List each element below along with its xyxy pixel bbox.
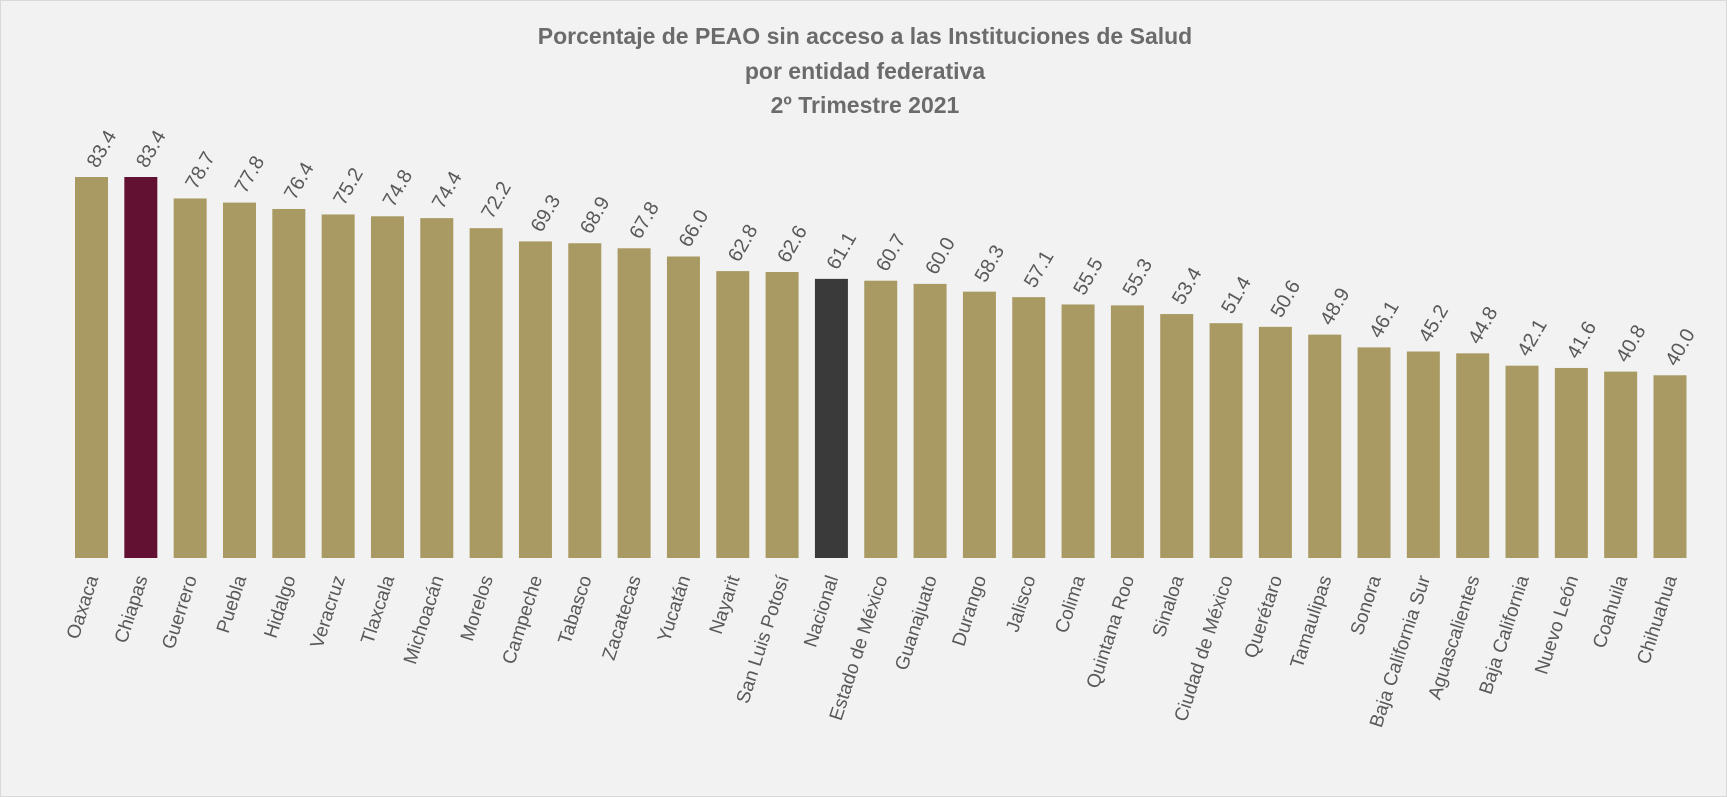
bar	[1209, 323, 1243, 558]
bar	[469, 228, 503, 558]
bar	[272, 208, 306, 558]
bar	[1604, 371, 1638, 558]
bar	[1061, 304, 1095, 558]
bar	[716, 271, 750, 558]
bar	[617, 248, 651, 559]
bar	[1653, 375, 1687, 558]
bar	[1357, 347, 1391, 558]
bar	[1012, 297, 1046, 558]
bar	[173, 198, 207, 558]
bar	[814, 278, 848, 558]
bar	[370, 216, 404, 558]
bar	[124, 177, 158, 558]
bar	[913, 283, 947, 558]
bar	[75, 177, 108, 558]
bar	[1160, 314, 1194, 558]
bar	[1258, 326, 1292, 558]
bar	[420, 218, 454, 558]
bar	[864, 280, 898, 558]
chart-title: 2º Trimestre 2021	[771, 92, 960, 118]
bar	[765, 272, 799, 558]
bar	[1110, 305, 1144, 558]
bar	[666, 256, 700, 558]
chart-title: por entidad federativa	[745, 58, 985, 84]
bar	[1505, 365, 1539, 558]
bar	[222, 202, 256, 558]
bar	[321, 214, 355, 558]
bar	[568, 243, 602, 558]
bar	[1554, 367, 1588, 558]
chart-title: Porcentaje de PEAO sin acceso a las Inst…	[538, 23, 1192, 49]
bar	[1406, 351, 1440, 558]
bar	[518, 241, 552, 558]
bar	[1456, 353, 1490, 558]
bar	[1308, 334, 1342, 558]
bar	[962, 291, 996, 558]
